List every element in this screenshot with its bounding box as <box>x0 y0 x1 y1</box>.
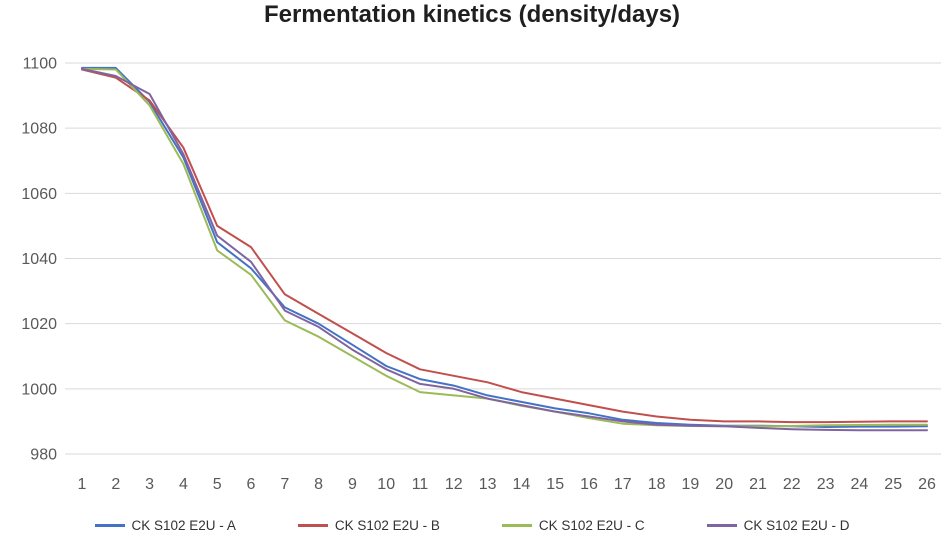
legend-label: CK S102 E2U - C <box>538 518 645 533</box>
x-axis-tick-label: 14 <box>513 476 531 493</box>
legend-label: CK S102 E2U - A <box>131 518 236 533</box>
x-axis-tick-label: 15 <box>546 476 564 493</box>
x-axis-tick-label: 4 <box>179 476 188 493</box>
x-axis-tick-label: 13 <box>479 476 497 493</box>
x-axis-tick-label: 22 <box>783 476 801 493</box>
x-axis-tick-label: 10 <box>377 476 395 493</box>
x-axis-tick-label: 1 <box>78 476 87 493</box>
x-axis-tick-label: 19 <box>682 476 700 493</box>
y-axis-tick-label: 1040 <box>21 251 57 268</box>
legend-line-swatch <box>501 524 532 527</box>
x-axis-tick-label: 23 <box>817 476 835 493</box>
x-axis-tick-label: 6 <box>247 476 256 493</box>
y-axis-tick-label: 1060 <box>21 186 57 203</box>
y-axis-tick-label: 1080 <box>21 121 57 138</box>
x-axis-tick-label: 25 <box>884 476 902 493</box>
x-axis-tick-label: 3 <box>145 476 154 493</box>
x-axis-tick-label: 12 <box>445 476 463 493</box>
x-axis-tick-label: 16 <box>580 476 598 493</box>
legend-item-d[interactable]: CK S102 E2U - D <box>706 518 850 533</box>
x-axis-tick-label: 21 <box>749 476 767 493</box>
chart-legend: CK S102 E2U - A CK S102 E2U - B CK S102 E2… <box>0 518 944 533</box>
y-axis-tick-label: 1020 <box>21 316 57 333</box>
series-line-d <box>81 67 928 432</box>
y-axis-tick-label: 980 <box>30 447 57 464</box>
legend-item-b[interactable]: CK S102 E2U - B <box>297 518 440 533</box>
series-line-c <box>81 67 928 428</box>
x-axis-tick-label: 2 <box>111 476 120 493</box>
legend-line-swatch <box>706 524 737 527</box>
x-axis-tick-label: 18 <box>648 476 666 493</box>
series-line-a <box>81 66 928 428</box>
y-axis-tick-label: 1100 <box>23 56 58 73</box>
legend-label: CK S102 E2U - D <box>743 518 850 533</box>
x-axis-tick-label: 7 <box>280 476 289 493</box>
x-axis-tick-label: 17 <box>614 476 632 493</box>
x-axis-tick-label: 26 <box>918 476 936 493</box>
x-axis-tick-label: 24 <box>851 476 869 493</box>
chart-title: Fermentation kinetics (density/days) <box>263 1 681 28</box>
legend-item-c[interactable]: CK S102 E2U - C <box>501 518 645 533</box>
x-axis-tick-label: 8 <box>314 476 323 493</box>
x-axis-tick-label: 20 <box>715 476 733 493</box>
legend-line-swatch <box>297 524 328 527</box>
legend-label: CK S102 E2U - B <box>334 518 440 533</box>
series-line-b <box>81 68 928 424</box>
legend-item-a[interactable]: CK S102 E2U - A <box>94 518 236 533</box>
x-axis-tick-label: 11 <box>412 476 429 493</box>
legend-line-swatch <box>94 524 125 527</box>
x-axis-tick-label: 9 <box>348 476 357 493</box>
x-axis-tick-label: 5 <box>213 476 222 493</box>
y-axis-tick-label: 1000 <box>21 381 57 398</box>
